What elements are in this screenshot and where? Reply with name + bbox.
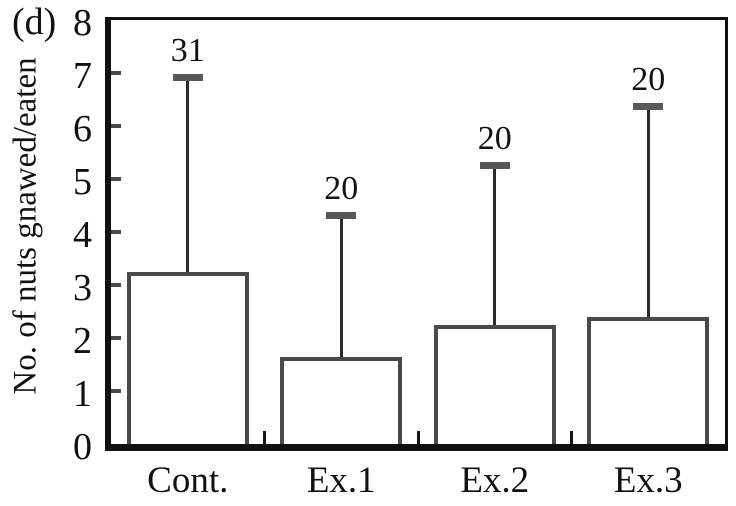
y-tick-label: 1 bbox=[73, 373, 92, 415]
sample-size-label: 20 bbox=[324, 170, 359, 208]
y-tick-label: 2 bbox=[73, 320, 92, 362]
panel-label: (d) bbox=[12, 1, 57, 43]
x-tick-labels: Cont. Ex.1 Ex.2 Ex.3 bbox=[111, 456, 725, 504]
y-tick-label: 3 bbox=[73, 267, 92, 309]
x-tick-label: Cont. bbox=[147, 460, 229, 501]
bar bbox=[280, 356, 403, 444]
bar bbox=[126, 271, 249, 444]
x-tick-mark bbox=[570, 431, 573, 444]
y-tick-mark bbox=[111, 389, 121, 393]
error-bar-line bbox=[646, 107, 650, 317]
sample-size-label: 31 bbox=[170, 32, 205, 70]
y-tick-label: 5 bbox=[73, 161, 92, 203]
error-bar-line bbox=[186, 78, 190, 272]
y-tick-label: 6 bbox=[73, 108, 92, 150]
x-tick-mark bbox=[416, 431, 420, 444]
y-tick-label: 7 bbox=[73, 55, 92, 97]
y-tick-mark bbox=[111, 71, 121, 75]
x-tick-label: Ex.3 bbox=[613, 460, 683, 501]
sample-size-label: 20 bbox=[477, 119, 512, 157]
error-bar-cap bbox=[633, 103, 664, 111]
x-tick-mark bbox=[263, 431, 266, 444]
error-bar-cap bbox=[479, 161, 510, 169]
y-tick-mark bbox=[111, 124, 121, 128]
y-tick-mark bbox=[111, 336, 121, 340]
y-tick-mark bbox=[111, 177, 121, 181]
bar bbox=[433, 324, 556, 444]
y-tick-label: 8 bbox=[73, 2, 92, 44]
y-tick-labels: 0 1 2 3 4 5 6 7 8 bbox=[0, 0, 92, 506]
error-bar-cap bbox=[172, 74, 203, 82]
error-bar-cap bbox=[326, 212, 357, 220]
x-tick-label: Ex.1 bbox=[306, 460, 376, 501]
y-tick-mark bbox=[111, 230, 121, 234]
error-bar-line bbox=[339, 216, 343, 357]
y-tick-label: 4 bbox=[73, 214, 92, 256]
bar bbox=[587, 316, 710, 444]
plot-area: 31 20 20 20 bbox=[105, 17, 728, 451]
y-tick-mark bbox=[111, 283, 121, 287]
y-tick-label: 0 bbox=[73, 426, 92, 468]
sample-size-label: 20 bbox=[631, 61, 666, 99]
x-tick-label: Ex.2 bbox=[460, 460, 530, 501]
error-bar-line bbox=[493, 165, 497, 325]
